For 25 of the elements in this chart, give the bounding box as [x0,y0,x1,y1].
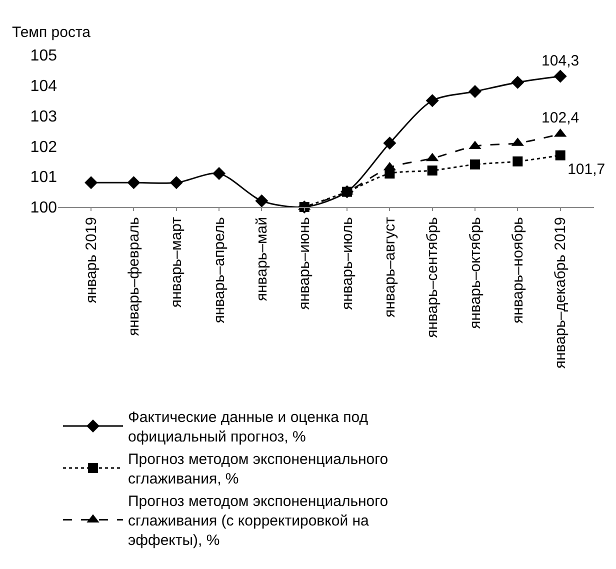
data-label: 102,4 [542,109,580,126]
x-tick-label: январь–ноябрь [510,216,527,324]
x-tick-label: январь–декабрь 2019 [552,217,570,369]
y-tick-label: 101 [30,169,58,186]
x-tick-label: январь–октябрь [466,216,484,329]
legend-label: Прогноз методом экспоненциального сглаживания (с корректировкой на эффекты), % [128,493,388,550]
y-tick-label: 102 [30,138,58,156]
y-tick-label: 100 [30,200,58,217]
x-tick-label: январь–февраль [126,216,143,336]
x-tick-label: январь–май [254,217,271,302]
y-tick-label: 104 [30,78,58,95]
x-tick-label: январь–июнь [296,216,314,310]
legend-label: Фактические данные и оценка под официальный прогноз, % [128,409,368,446]
x-tick-label: январь 2019 [82,217,100,304]
x-tick-label: январь–сентябрь [424,216,442,338]
y-tick-label: 105 [30,48,58,65]
y-axis-title: Темп роста [12,24,92,41]
x-tick-label: январь–апрель [210,216,228,324]
x-tick-label: январь–март [168,216,186,308]
data-label: 104,3 [542,52,580,70]
data-label: 101,7 [568,160,606,178]
x-tick-label: январь–июль [338,216,356,310]
legend-label: Прогноз методом экспоненциального сглаживания, % [128,451,388,488]
x-tick-label: январь–август [382,216,399,318]
y-tick-label: 103 [30,108,58,126]
